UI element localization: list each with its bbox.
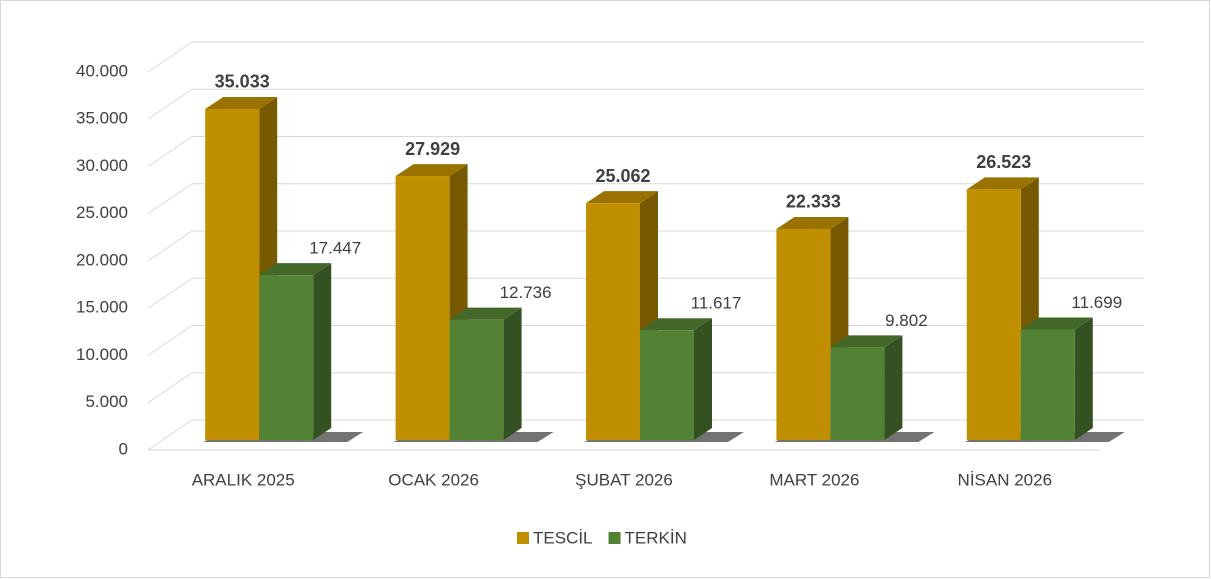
- bar: [395, 176, 450, 440]
- data-label: 25.062: [595, 166, 650, 186]
- x-tick-label: OCAK 2026: [388, 470, 479, 489]
- grid-line: [147, 230, 193, 262]
- legend-swatch: [517, 532, 529, 544]
- grid-line: [147, 136, 193, 167]
- bar-top: [586, 191, 658, 204]
- grid-line: [147, 183, 193, 215]
- bar: [259, 275, 314, 440]
- bar-top: [776, 216, 849, 229]
- bar-top: [966, 177, 1039, 190]
- bar: [966, 189, 1021, 440]
- x-tick-label: ŞUBAT 2026: [575, 470, 673, 489]
- grid-line: [147, 88, 193, 120]
- grid-line: [147, 372, 193, 404]
- y-tick-label: 5.000: [85, 392, 128, 411]
- y-tick-label: 20.000: [76, 250, 128, 269]
- data-label: 9.802: [885, 311, 928, 330]
- data-label: 22.333: [786, 192, 841, 212]
- y-tick-label: 35.000: [76, 109, 128, 128]
- grid-line: [147, 419, 193, 451]
- bar-top: [830, 335, 903, 348]
- legend-label: TESCİL: [533, 528, 593, 547]
- data-label: 12.736: [500, 283, 552, 302]
- bar-top: [449, 307, 522, 320]
- data-label: 27.929: [405, 139, 460, 159]
- bar-side: [503, 307, 522, 440]
- x-tick-label: ARALIK 2025: [192, 470, 295, 489]
- bar: [1020, 329, 1075, 440]
- grid-line: [147, 41, 193, 73]
- legend-label: TERKİN: [625, 528, 687, 547]
- x-tick-label: MART 2026: [769, 470, 859, 489]
- bar-top: [1020, 317, 1093, 330]
- y-tick-label: 40.000: [76, 61, 128, 80]
- y-tick-label: 30.000: [76, 156, 128, 175]
- y-tick-label: 0: [119, 439, 128, 458]
- bar: [776, 228, 831, 440]
- bar: [205, 108, 260, 441]
- data-label: 11.617: [691, 294, 742, 313]
- bar-side: [694, 318, 712, 440]
- bar-side: [1074, 317, 1093, 440]
- y-tick-label: 10.000: [76, 345, 128, 364]
- bar: [830, 347, 885, 440]
- grid-line: [147, 325, 193, 356]
- bar-top: [395, 164, 468, 177]
- bar-side: [884, 335, 903, 440]
- bar: [449, 319, 504, 440]
- data-label: 11.699: [1071, 293, 1122, 312]
- bar-top: [259, 263, 332, 276]
- bar-top: [205, 96, 278, 109]
- bar: [586, 203, 640, 440]
- data-label: 35.033: [215, 72, 270, 92]
- y-tick-label: 15.000: [76, 298, 128, 317]
- data-label: 26.523: [976, 152, 1031, 172]
- grid-line: [147, 277, 193, 309]
- x-tick-label: NİSAN 2026: [958, 470, 1053, 489]
- y-tick-label: 25.000: [76, 203, 128, 222]
- bar-top: [640, 318, 712, 331]
- legend-swatch: [608, 532, 621, 544]
- bar: [640, 330, 694, 440]
- data-label: 17.447: [309, 239, 361, 258]
- bar-side: [313, 263, 332, 440]
